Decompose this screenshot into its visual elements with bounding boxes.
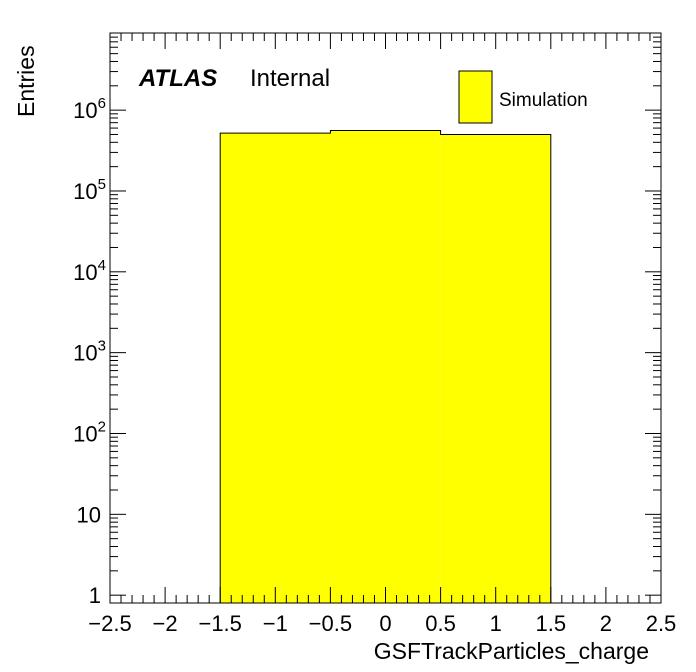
x-axis-label: GSFTrackParticles_charge	[374, 638, 649, 664]
x-tick-label: −2.5	[88, 611, 131, 636]
x-tick-label: 0	[379, 611, 391, 636]
y-tick-label: 1	[89, 583, 101, 608]
x-tick-label: −0.5	[309, 611, 352, 636]
x-tick-label: 1.5	[536, 611, 567, 636]
x-tick-label: −1.5	[198, 611, 241, 636]
x-tick-label: 0.5	[425, 611, 456, 636]
atlas-label: ATLAS	[138, 65, 217, 92]
y-tick-label: 10	[77, 502, 101, 527]
x-tick-label: −1	[263, 611, 288, 636]
y-axis-tick-labels: 1 10 102 103 104 105 106	[73, 95, 106, 608]
x-axis-tick-labels: −2.5 −2 −1.5 −1 −0.5 0 0.5 1 1.5 2 2.5	[88, 611, 676, 636]
x-tick-label: 2	[600, 611, 612, 636]
histogram-bar	[440, 134, 551, 604]
y-tick-label: 106	[73, 95, 106, 123]
histogram-bars	[219, 129, 552, 604]
y-tick-label: 104	[73, 257, 106, 285]
y-tick-label: 102	[73, 418, 106, 446]
y-tick-label: 103	[73, 338, 106, 366]
histogram-outline	[219, 129, 552, 603]
x-tick-label: 1	[490, 611, 502, 636]
histogram-bar	[220, 133, 331, 603]
x-tick-label: 2.5	[646, 611, 677, 636]
y-axis-label: Entries	[13, 45, 39, 117]
x-axis-ticks	[109, 33, 662, 603]
y-axis-ticks	[110, 32, 661, 596]
internal-label: Internal	[250, 65, 330, 92]
legend-swatch	[458, 70, 493, 124]
legend: Simulation	[458, 70, 588, 124]
legend-entry: Simulation	[499, 90, 588, 111]
y-tick-label: 105	[73, 176, 106, 204]
x-tick-label: −2	[153, 611, 178, 636]
histogram-bar	[330, 130, 441, 603]
